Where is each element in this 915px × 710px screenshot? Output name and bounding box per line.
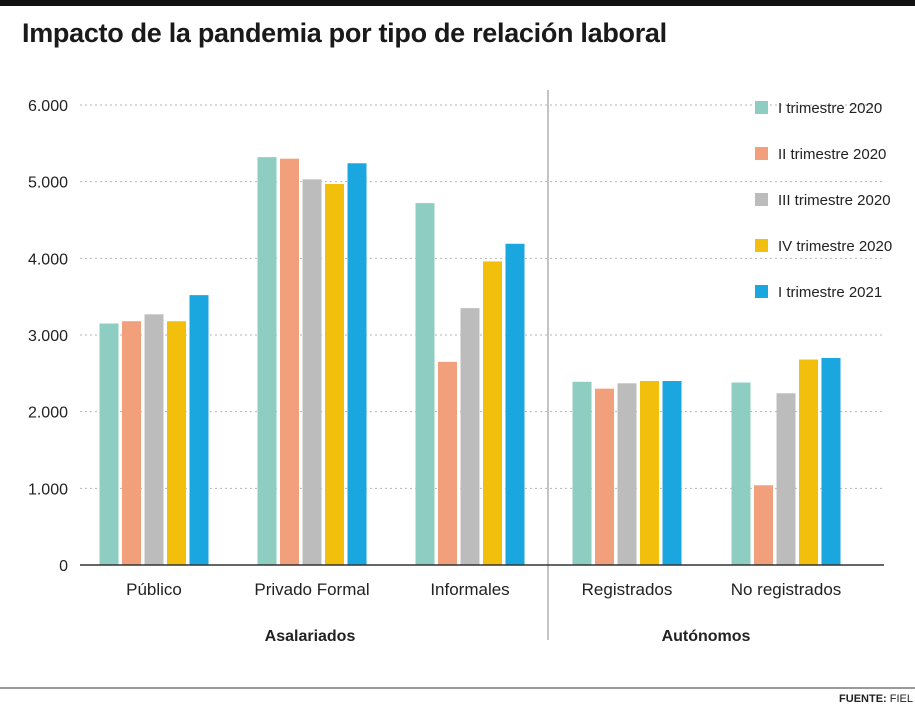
x-tick-label: Registrados xyxy=(582,580,673,599)
legend-label: II trimestre 2020 xyxy=(778,146,886,163)
bar xyxy=(799,359,818,565)
group-label: Autónomos xyxy=(662,628,751,645)
legend-label: IV trimestre 2020 xyxy=(778,238,892,255)
bar xyxy=(505,243,525,565)
bar xyxy=(572,381,592,565)
x-tick-label: Informales xyxy=(430,580,509,599)
footer-rule xyxy=(0,687,915,689)
bar xyxy=(167,321,186,565)
legend-swatch xyxy=(755,239,768,252)
bar xyxy=(776,393,796,565)
bar xyxy=(438,361,457,565)
bar xyxy=(662,381,682,565)
y-tick-label: 0 xyxy=(59,558,68,575)
bar xyxy=(189,295,209,565)
bar xyxy=(257,157,277,565)
chart-title: Impacto de la pandemia por tipo de relac… xyxy=(22,18,667,48)
legend: I trimestre 2020 II trimestre 2020 III tri… xyxy=(755,100,892,301)
legend-label: III trimestre 2020 xyxy=(778,192,891,209)
y-tick-label: 6.000 xyxy=(28,98,68,115)
y-axis-ticks: 0 1.000 2.000 3.000 4.000 5.000 6.000 xyxy=(28,98,68,575)
source-label: FUENTE: xyxy=(839,693,887,705)
bar xyxy=(122,321,141,565)
bar xyxy=(415,203,435,565)
bar xyxy=(460,308,480,565)
x-tick-label: Público xyxy=(126,580,182,599)
legend-swatch xyxy=(755,101,768,114)
group-labels: Asalariados Autónomos xyxy=(265,628,751,645)
bar xyxy=(731,382,751,565)
source-value: FIEL xyxy=(889,693,913,705)
y-tick-label: 4.000 xyxy=(28,251,68,268)
y-tick-label: 2.000 xyxy=(28,405,68,422)
y-tick-label: 1.000 xyxy=(28,481,68,498)
bars xyxy=(80,157,884,566)
bar xyxy=(483,261,502,565)
bar xyxy=(640,381,659,565)
bar xyxy=(99,323,119,565)
x-tick-label: Privado Formal xyxy=(254,580,369,599)
legend-swatch xyxy=(755,147,768,160)
y-tick-label: 3.000 xyxy=(28,328,68,345)
source-note: FUENTE: FIEL xyxy=(839,693,913,705)
x-tick-label: No registrados xyxy=(731,580,842,599)
y-tick-label: 5.000 xyxy=(28,175,68,192)
legend-swatch xyxy=(755,285,768,298)
bar xyxy=(325,183,344,565)
legend-label: I trimestre 2021 xyxy=(778,284,882,301)
group-label: Asalariados xyxy=(265,628,356,645)
legend-label: I trimestre 2020 xyxy=(778,100,882,117)
bar xyxy=(280,158,299,565)
x-axis-ticks: Público Privado Formal Informales Registrad… xyxy=(126,580,841,599)
bar xyxy=(595,388,614,565)
bar xyxy=(347,163,367,565)
bar xyxy=(754,485,773,565)
bar xyxy=(821,358,841,565)
legend-swatch xyxy=(755,193,768,206)
bar xyxy=(617,383,637,565)
bar xyxy=(144,314,164,565)
bar xyxy=(302,179,322,565)
top-rule xyxy=(0,0,915,6)
